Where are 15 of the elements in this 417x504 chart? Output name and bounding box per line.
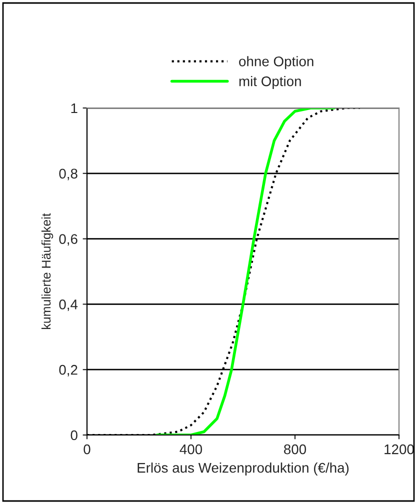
y-tick-label: 0,4 bbox=[59, 300, 78, 312]
y-tick-label: 1 bbox=[71, 103, 78, 114]
y-tick-label: 0,6 bbox=[59, 234, 78, 246]
y-tick-label: 0,2 bbox=[59, 364, 78, 376]
x-tick-label: 0 bbox=[84, 444, 90, 454]
x-axis-title: Erlös aus Weizenproduktion (€/ha) bbox=[138, 462, 349, 476]
x-tick-label: 400 bbox=[180, 444, 202, 454]
legend-label: mit Option bbox=[239, 76, 301, 89]
y-tick-label: 0 bbox=[70, 430, 78, 440]
y-tick-label: 0,8 bbox=[59, 168, 78, 180]
line-series bbox=[156, 108, 336, 435]
legend-label: ohne Option bbox=[239, 56, 314, 70]
x-tick-label: 1200 bbox=[384, 444, 414, 454]
y-axis-title: kumulierte Häufigkeit bbox=[41, 213, 54, 330]
x-tick-label: 800 bbox=[284, 444, 306, 454]
